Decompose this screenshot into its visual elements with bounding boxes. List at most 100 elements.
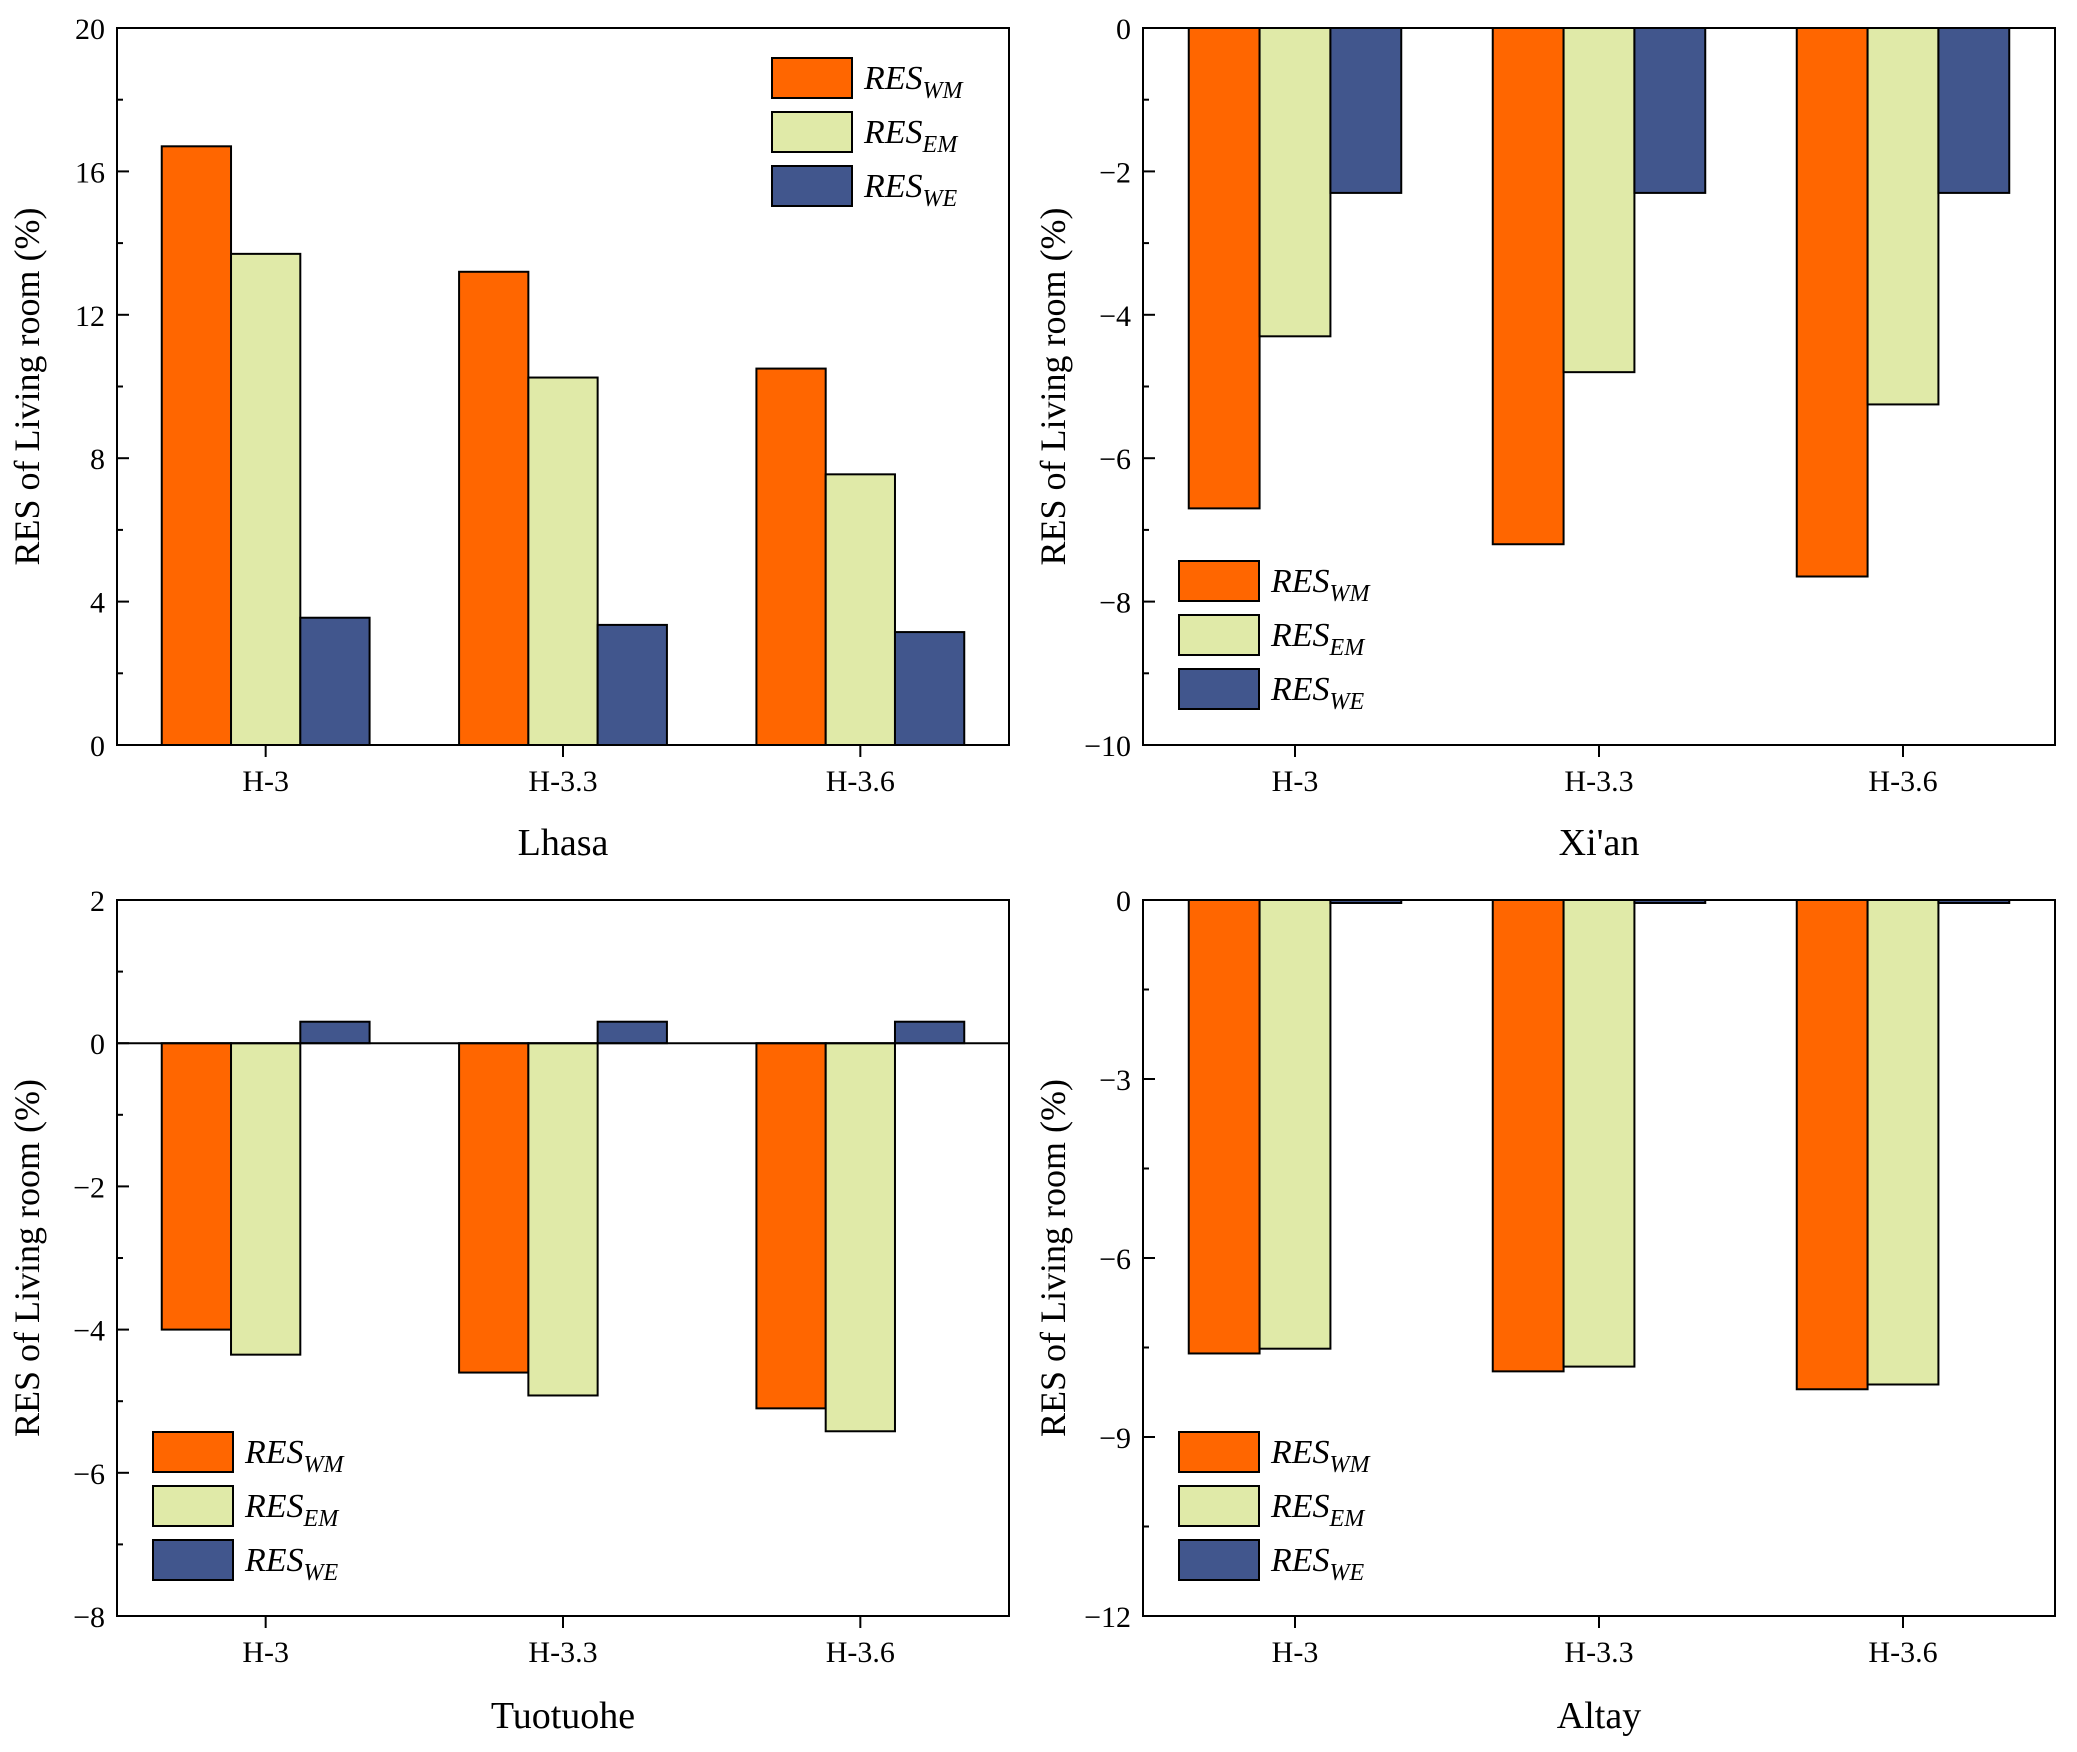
bar-res-em-h-3: RES_EM H-3: -4.35 xyxy=(230,1042,302,1356)
legend-label-subscript: WE xyxy=(1330,689,1365,715)
bar-res-we-h-3-3: RES_WE H-3.3: -2.3 xyxy=(1633,27,1707,194)
legend-label-em: RESEM xyxy=(1270,617,1366,661)
y-tick-label: −12 xyxy=(1084,1601,1131,1634)
legend-swatch-em xyxy=(771,111,853,153)
legend-label-base: RES xyxy=(863,168,923,205)
legend-label-base: RES xyxy=(244,1542,304,1579)
legend-label-subscript: EM xyxy=(1329,1506,1367,1532)
x-axis-title: Lhasa xyxy=(518,822,609,864)
y-axis-title: RES of Living room (%) xyxy=(7,208,47,566)
x-tick-label-h-3-3: H-3.3 xyxy=(1564,1636,1633,1669)
y-tick-label: −6 xyxy=(73,1458,105,1491)
chart-panel-2: RES_WM H-3: -6.7 RES_WM H-3.3: -7.2 RES_WM… xyxy=(1033,13,2056,864)
legend-label-subscript: WM xyxy=(1330,581,1372,607)
y-axis-title: RES of Living room (%) xyxy=(7,1079,47,1437)
legend-label-subscript: WE xyxy=(1330,1560,1365,1586)
y-tick-label: −8 xyxy=(73,1601,105,1634)
chart-panel-3: RES_WM H-3: -4 RES_WM H-3.3: -4.6 RES_WM H… xyxy=(7,885,1010,1737)
legend-label-em: RESEM xyxy=(863,114,959,158)
bar-res-em-h-3: RES_EM H-3: -7.52 xyxy=(1258,899,1332,1350)
legend-label-base: RES xyxy=(1270,1434,1330,1471)
bar-res-we-h-3: RES_WE H-3: 3.55 xyxy=(299,616,371,746)
bar-res-em-h-3-6: RES_EM H-3.6: -5.25 xyxy=(1866,27,1940,406)
legend-label-we: RESWE xyxy=(1270,671,1365,715)
legend-swatch-em xyxy=(152,1485,234,1527)
y-tick-label: −4 xyxy=(1099,300,1131,333)
legend-label-base: RES xyxy=(863,60,923,97)
legend-label-base: RES xyxy=(244,1434,304,1471)
bar-res-wm-h-3: RES_WM H-3: -4 xyxy=(160,1042,233,1331)
legend-label-wm: RESWM xyxy=(244,1434,346,1478)
legend-swatch-wm xyxy=(1178,560,1260,602)
bar-res-we-h-3-6: RES_WE H-3.6: -2.3 xyxy=(1937,27,2011,194)
bar-res-we-h-3-3: RES_WE H-3.3: 0.3 xyxy=(596,1020,668,1045)
legend-label-wm: RESWM xyxy=(1270,563,1372,607)
x-tick-label-h-3: H-3 xyxy=(1272,1636,1319,1669)
x-axis-title: Altay xyxy=(1557,1695,1641,1737)
x-tick-label-h-3-3: H-3.3 xyxy=(528,765,597,798)
legend-label-we: RESWE xyxy=(244,1542,339,1586)
bar-res-we-h-3-3: RES_WE H-3.3: 3.35 xyxy=(596,623,668,747)
y-tick-label: 4 xyxy=(90,587,105,620)
legend-label-subscript: WE xyxy=(304,1560,339,1586)
x-tick-label-h-3-3: H-3.3 xyxy=(528,1636,597,1669)
x-tick-label-h-3: H-3 xyxy=(242,1636,289,1669)
y-tick-label: 0 xyxy=(1116,13,1131,46)
bar-res-we-h-3: RES_WE H-3: -2.3 xyxy=(1329,27,1403,194)
bar-res-em-h-3-6: RES_EM H-3.6: -5.42 xyxy=(824,1042,896,1433)
bar-res-em-h-3-6: RES_EM H-3.6: -8.12 xyxy=(1866,899,1940,1386)
bar-res-em-h-3-3: RES_EM H-3.3: -4.8 xyxy=(1562,27,1636,374)
bar-res-em-h-3: RES_EM H-3: 13.7 xyxy=(230,252,302,746)
y-tick-label: 0 xyxy=(1116,885,1131,918)
chart-panel-4: RES_WM H-3: -7.6 RES_WM H-3.3: -7.9 RES_WM… xyxy=(1033,885,2056,1737)
legend-label-base: RES xyxy=(244,1488,304,1525)
legend-swatch-we xyxy=(771,165,853,207)
y-tick-label: −10 xyxy=(1084,730,1131,763)
legend-label-subscript: WM xyxy=(1330,1452,1372,1478)
y-axis-title: RES of Living room (%) xyxy=(1033,208,1073,566)
y-tick-label: 20 xyxy=(75,13,105,46)
legend-label-subscript: EM xyxy=(1329,635,1367,661)
legend-label-subscript: EM xyxy=(303,1506,341,1532)
legend-label-we: RESWE xyxy=(863,168,958,212)
y-tick-label: 0 xyxy=(90,1028,105,1061)
bar-res-wm-h-3-6: RES_WM H-3.6: -5.1 xyxy=(755,1042,827,1410)
y-tick-label: −2 xyxy=(1099,156,1131,189)
legend-swatch-we xyxy=(1178,1539,1260,1581)
bar-res-em-h-3-3: RES_EM H-3.3: 10.25 xyxy=(527,376,599,746)
x-tick-label-h-3-6: H-3.6 xyxy=(1868,765,1937,798)
legend-label-base: RES xyxy=(1270,1488,1330,1525)
legend-label-subscript: WM xyxy=(304,1452,346,1478)
bar-res-wm-h-3-6: RES_WM H-3.6: -7.65 xyxy=(1795,27,1869,578)
legend-swatch-em xyxy=(1178,614,1260,656)
y-tick-label: 0 xyxy=(90,730,105,763)
x-tick-label-h-3-6: H-3.6 xyxy=(826,1636,895,1669)
legend-label-base: RES xyxy=(863,114,923,151)
bar-res-wm-h-3-6: RES_WM H-3.6: -8.2 xyxy=(1795,899,1869,1391)
y-tick-label: −4 xyxy=(73,1315,105,1348)
x-tick-label-h-3: H-3 xyxy=(1272,765,1319,798)
legend-label-subscript: WE xyxy=(923,186,958,212)
y-tick-label: −6 xyxy=(1099,443,1131,476)
legend-label-wm: RESWM xyxy=(1270,1434,1372,1478)
bar-res-wm-h-3-3: RES_WM H-3.3: -7.2 xyxy=(1491,27,1565,546)
y-tick-label: −3 xyxy=(1099,1064,1131,1097)
y-tick-label: −6 xyxy=(1099,1243,1131,1276)
bar-res-wm-h-3: RES_WM H-3: -7.6 xyxy=(1187,899,1261,1355)
legend-label-subscript: WM xyxy=(923,78,965,104)
legend-label-wm: RESWM xyxy=(863,60,965,104)
legend-label-base: RES xyxy=(1270,563,1330,600)
legend-label-we: RESWE xyxy=(1270,1542,1365,1586)
y-tick-label: −9 xyxy=(1099,1422,1131,1455)
legend-swatch-we xyxy=(1178,668,1260,710)
bar-res-wm-h-3-3: RES_WM H-3.3: 13.2 xyxy=(458,270,530,746)
legend-label-base: RES xyxy=(1270,671,1330,708)
legend-swatch-wm xyxy=(771,57,853,99)
bar-res-em-h-3-3: RES_EM H-3.3: -7.82 xyxy=(1562,899,1636,1368)
y-tick-label: 16 xyxy=(75,156,105,189)
bar-res-wm-h-3-6: RES_WM H-3.6: 10.5 xyxy=(755,367,827,746)
